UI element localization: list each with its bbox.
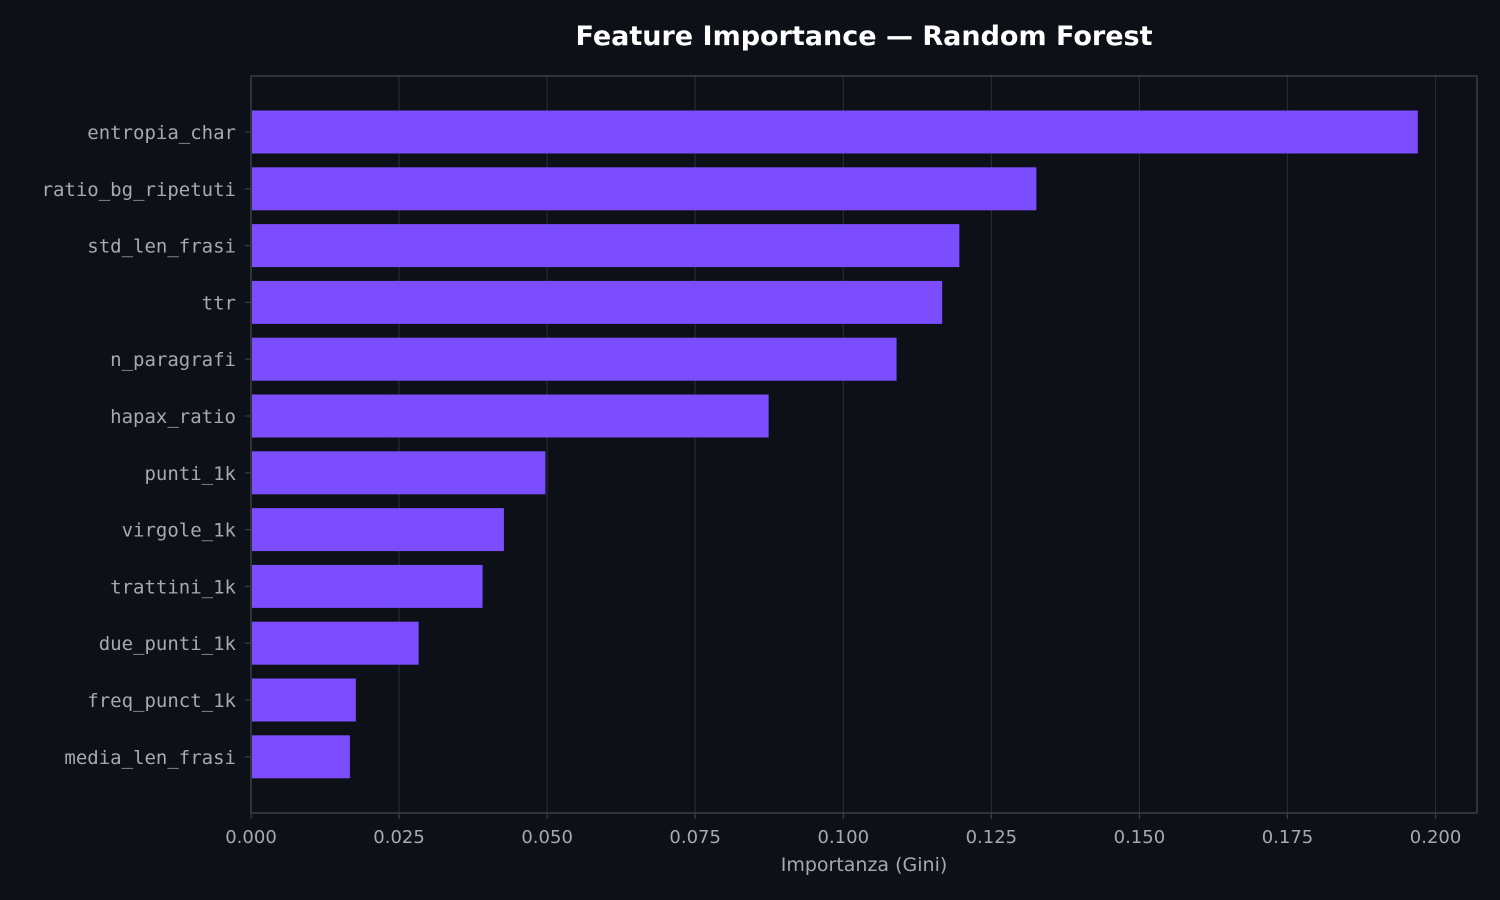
category-label: due_punti_1k — [99, 633, 237, 655]
bar-entropia-char — [252, 110, 1418, 154]
category-label: n_paragrafi — [110, 349, 236, 371]
x-tick-label: 0.200 — [1410, 827, 1462, 848]
plot-frame — [250, 75, 1478, 814]
bars — [252, 110, 1418, 779]
bar-punti-1k — [252, 451, 546, 495]
category-label: hapax_ratio — [110, 406, 236, 428]
category-labels: entropia_char ratio_bg_ripetuti std_len_fr… — [42, 122, 251, 769]
category-label: virgole_1k — [122, 520, 237, 542]
category-label: entropia_char — [87, 122, 236, 144]
chart-title: Feature Importance — Random Forest — [575, 21, 1152, 52]
bar-n-paragrafi — [252, 337, 897, 381]
category-label: ttr — [202, 292, 236, 314]
x-tick-label: 0.050 — [521, 827, 573, 848]
category-label: punti_1k — [144, 463, 236, 485]
category-label: trattini_1k — [110, 576, 236, 598]
bar-trattini-1k — [252, 564, 483, 608]
bar-ttr — [252, 280, 943, 324]
x-tick-label: 0.175 — [1262, 827, 1314, 848]
bar-ratio-bg-ripetuti — [252, 167, 1037, 211]
bar-media-len-frasi — [252, 735, 350, 779]
category-label: freq_punct_1k — [87, 690, 236, 712]
bar-virgole-1k — [252, 508, 504, 552]
bar-std-len-frasi — [252, 224, 960, 268]
x-tick-label: 0.100 — [818, 827, 870, 848]
x-axis-label: Importanza (Gini) — [781, 854, 948, 876]
bar-due-punti-1k — [252, 621, 419, 665]
category-label: ratio_bg_ripetuti — [42, 179, 236, 201]
x-tick-label: 0.150 — [1114, 827, 1166, 848]
x-tick-label: 0.000 — [225, 827, 277, 848]
x-tick-label: 0.025 — [373, 827, 425, 848]
category-label: std_len_frasi — [87, 236, 236, 258]
bar-freq-punct-1k — [252, 678, 356, 722]
x-tick-label: 0.075 — [669, 827, 721, 848]
bar-hapax-ratio — [252, 394, 769, 438]
category-label: media_len_frasi — [64, 747, 236, 769]
x-tick-label: 0.125 — [966, 827, 1018, 848]
x-tick-labels: 0.000 0.025 0.050 0.075 0.100 0.125 0.150 0.175… — [225, 813, 1461, 848]
